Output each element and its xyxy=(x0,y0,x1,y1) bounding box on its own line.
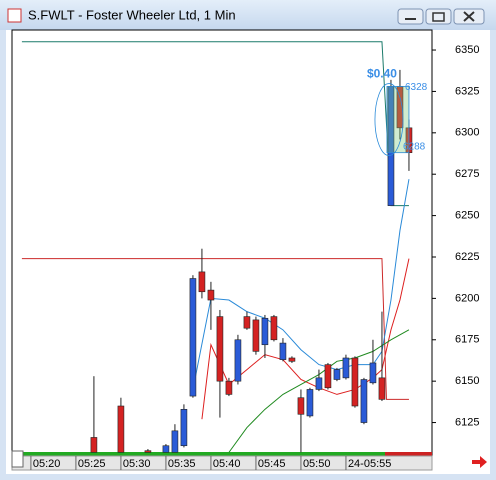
measure-box xyxy=(386,86,410,154)
candle-body xyxy=(270,316,278,341)
candle-body xyxy=(360,379,368,423)
candle-body xyxy=(243,316,251,329)
y-tick-label: 6275 xyxy=(455,168,479,180)
maximize-glyph xyxy=(432,12,445,22)
candle-body xyxy=(90,437,98,453)
bottom-strip xyxy=(12,452,385,456)
window-title: S.FWLT - Foster Wheeler Ltd, 1 Min xyxy=(28,7,236,22)
close-glyph xyxy=(463,11,475,22)
candle-body xyxy=(216,316,224,382)
candle-body xyxy=(171,430,179,453)
minimize-button[interactable] xyxy=(397,8,424,25)
candle-body xyxy=(180,409,188,447)
measure-ellipse xyxy=(374,83,404,156)
candle-body xyxy=(333,369,341,380)
y-tick-label: 6150 xyxy=(455,375,479,387)
line-series xyxy=(21,41,409,207)
candle-body xyxy=(252,319,260,352)
candle-body xyxy=(189,278,197,397)
candle-body xyxy=(351,357,359,407)
candle-body xyxy=(162,445,170,453)
y-tick-label: 6350 xyxy=(455,44,479,56)
candle-body xyxy=(324,364,332,389)
x-tick-label: 05:35 xyxy=(168,458,196,470)
candle-body xyxy=(261,317,269,346)
x-tick-label: 05:45 xyxy=(258,458,286,470)
y-tick-label: 6225 xyxy=(455,251,479,263)
candle-body xyxy=(279,342,287,360)
candle-body xyxy=(144,450,152,453)
measure-to-label: 6288 xyxy=(403,141,426,152)
x-tick-label: 24-05:55 xyxy=(348,458,391,470)
candle-body xyxy=(297,397,305,415)
candle-body xyxy=(342,357,350,379)
x-tick-label: 05:40 xyxy=(213,458,241,470)
candle-body xyxy=(234,339,242,382)
y-tick-label: 6250 xyxy=(455,210,479,222)
scroll-arrow[interactable] xyxy=(472,456,487,468)
candle-body xyxy=(315,377,323,390)
y-tick-label: 6200 xyxy=(455,292,479,304)
candle-body xyxy=(378,377,386,400)
candle-body xyxy=(306,389,314,417)
candle-body xyxy=(225,380,233,395)
candle-body xyxy=(117,405,125,453)
bottom-strip xyxy=(385,452,432,456)
candle-body xyxy=(207,289,215,301)
y-tick-label: 6175 xyxy=(455,334,479,346)
measure-from-label: 6328 xyxy=(405,82,428,93)
x-tick-label: 05:20 xyxy=(33,458,61,470)
candle-body xyxy=(369,362,377,384)
y-tick-label: 6300 xyxy=(455,127,479,139)
y-tick-label: 6125 xyxy=(455,416,479,428)
app-icon xyxy=(7,8,22,23)
measure-label: $0.40 xyxy=(367,67,397,81)
x-tick-label: 05:50 xyxy=(303,458,331,470)
y-tick-label: 6325 xyxy=(455,85,479,97)
x-tick-label: 05:25 xyxy=(78,458,106,470)
scroll-box[interactable] xyxy=(11,450,24,468)
candle-body xyxy=(198,271,206,293)
plot-area xyxy=(11,29,433,457)
line-series xyxy=(192,179,410,390)
x-tick-label: 05:30 xyxy=(123,458,151,470)
candle-body xyxy=(288,357,296,362)
